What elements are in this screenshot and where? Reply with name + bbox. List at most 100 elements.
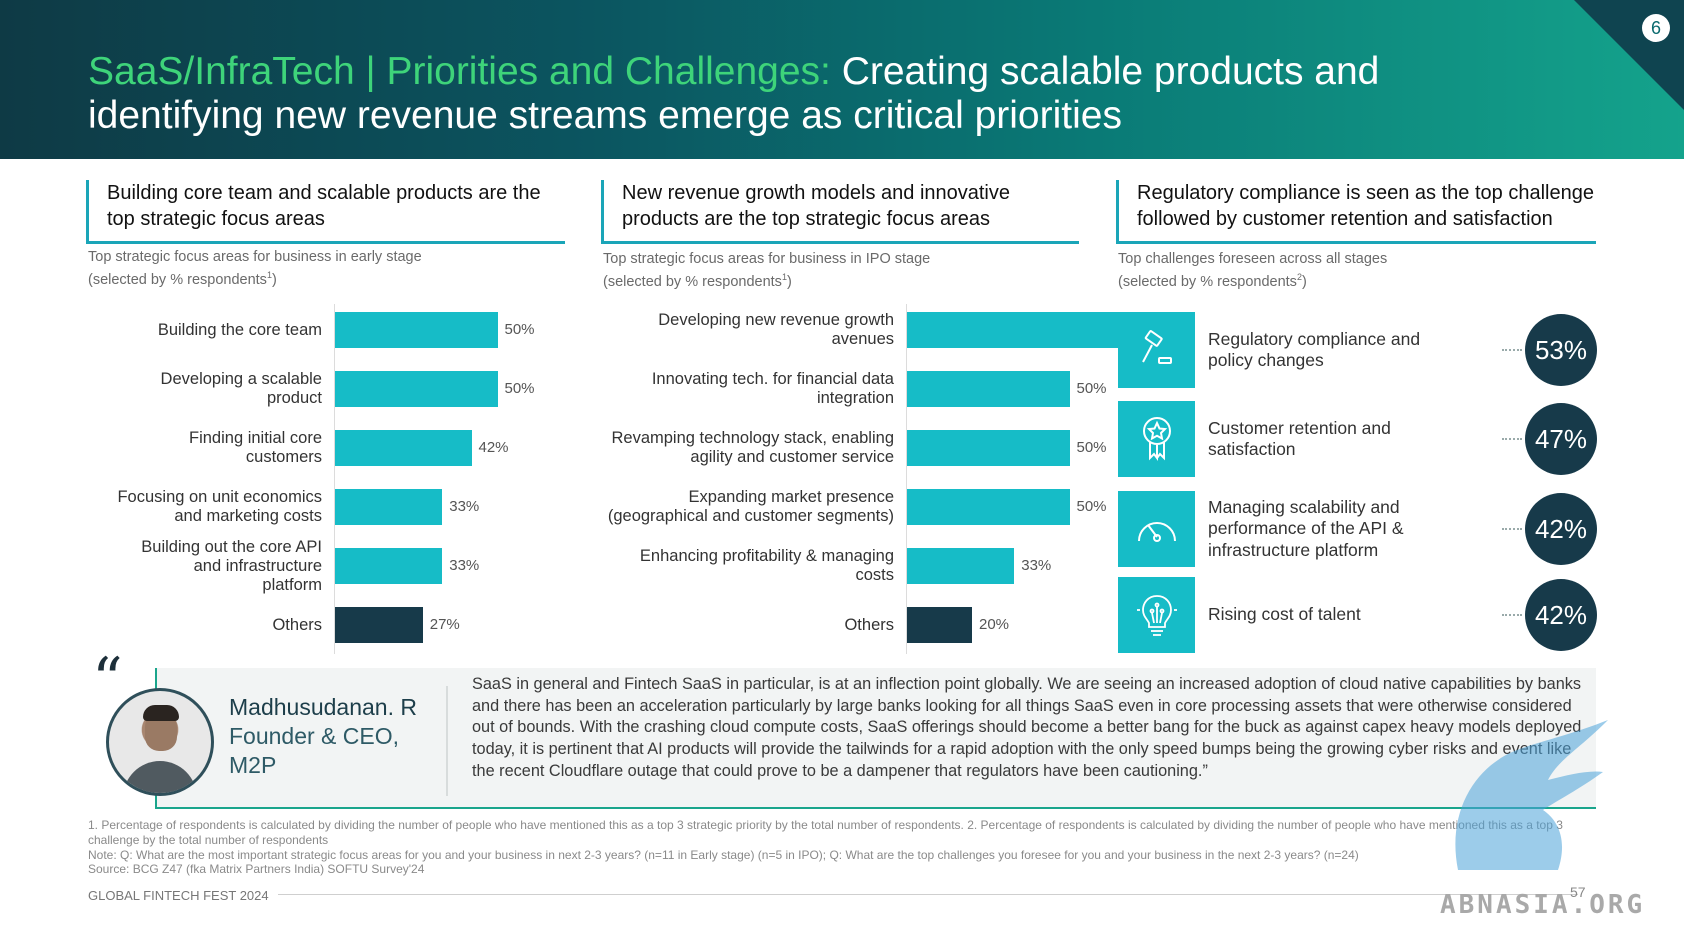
footnote-1: 1. Percentage of respondents is calculat… [88, 818, 1563, 847]
ipo-stage-category-label-line: agility and customer service [690, 448, 894, 466]
challenge-label: Customer retention and satisfaction [1208, 418, 1458, 461]
early-stage-category-label: Building the core team [72, 321, 322, 340]
challenges-heading: Regulatory compliance is seen as the top… [1116, 180, 1596, 244]
slide-title: SaaS/InfraTech | Priorities and Challeng… [88, 50, 1548, 138]
early-stage-bar [335, 548, 443, 584]
early-stage-heading: Building core team and scalable products… [86, 180, 565, 244]
ipo-stage-bar [907, 548, 1015, 584]
early-stage-category-label-line: Finding initial core [189, 429, 322, 447]
footnote-ref: 1 [781, 272, 787, 282]
challenge-leader-dots [1502, 614, 1522, 616]
award-ribbon-icon [1118, 401, 1195, 477]
ipo-stage-category-label-line: Expanding market presence [688, 488, 894, 506]
early-stage-category-label: Others [72, 616, 322, 635]
speaker-name: Madhusudanan. R [229, 694, 417, 720]
challenge-value-circle: 47% [1525, 403, 1597, 475]
ipo-stage-category-label-line: Innovating tech. for financial data [651, 370, 894, 388]
early-stage-bar [335, 430, 472, 466]
ipo-stage-value-label: 50% [1076, 498, 1107, 515]
ipo-stage-category-label: Revamping technology stack, enabling agil… [564, 429, 894, 467]
gavel-icon [1118, 312, 1195, 388]
challenge-leader-dots [1502, 349, 1522, 351]
challenges-subtitle-line1: Top challenges foreseen across all stage… [1118, 251, 1388, 267]
footnote-ref: 1 [266, 270, 272, 280]
early-stage-value-label: 33% [449, 557, 480, 574]
challenge-label: Managing scalability and performance of t… [1208, 497, 1438, 562]
early-stage-category-label-line: Building out the core API [141, 537, 322, 556]
early-stage-category-label-line: Focusing on unit economics [117, 488, 322, 506]
ipo-stage-heading-text: New revenue growth models and innovative… [622, 182, 1010, 230]
lightbulb-icon [1118, 577, 1195, 653]
page-number: 57 [1570, 884, 1586, 900]
footnote-note: Note: Q: What are the most important str… [88, 847, 1359, 862]
ipo-stage-category-label-line: integration [816, 389, 894, 407]
quote-mark: “ [92, 645, 123, 715]
ipo-stage-heading: New revenue growth models and innovative… [601, 180, 1079, 244]
paren-close: ) [786, 273, 792, 290]
early-stage-category-label-line: product [266, 389, 322, 407]
challenges-subtitle-line2: (selected by % respondents2) [1118, 268, 1387, 291]
header-corner [1574, 0, 1684, 110]
early-stage-bar [335, 312, 498, 348]
speaker-role: Founder & CEO, M2P [229, 723, 400, 778]
early-stage-category-label: Focusing on unit economics and marketing … [72, 488, 322, 526]
ipo-stage-subtitle-line2: (selected by % respondents1) [603, 268, 930, 291]
challenge-label-line: performance of the API & [1208, 518, 1404, 539]
footnote-source: Source: BCG Z47 (fka Matrix Partners Ind… [88, 862, 425, 877]
title-rest: Creating scalable products and identifyi… [88, 50, 1380, 137]
ipo-stage-category-label-line: costs [855, 566, 894, 584]
challenges-heading-text: Regulatory compliance is seen as the top… [1137, 182, 1594, 230]
ipo-stage-category-label: Enhancing profitability & managing costs [564, 547, 894, 585]
ipo-stage-bar [907, 371, 1070, 407]
ipo-stage-bar [907, 607, 972, 643]
early-stage-category-label: Developing a scalable product [72, 370, 322, 408]
challenges-subtitle: Top challenges foreseen across all stage… [1118, 250, 1387, 291]
avatar-shoulders [123, 761, 197, 793]
ipo-stage-value-label: 50% [1076, 380, 1107, 397]
challenge-leader-dots [1502, 528, 1522, 530]
challenge-label: Rising cost of talent [1208, 604, 1458, 626]
early-stage-value-label: 42% [478, 439, 509, 456]
ipo-stage-bar [907, 312, 1125, 348]
footnote-ref: 2 [1296, 272, 1302, 282]
challenge-label: Regulatory compliance and policy changes [1208, 329, 1458, 372]
paren-close: ) [271, 271, 277, 288]
quote-text: SaaS in general and Fintech SaaS in part… [472, 675, 1582, 780]
page-badge: 6 [1642, 14, 1670, 42]
challenge-value-circle: 42% [1525, 493, 1597, 565]
ipo-stage-bar [907, 430, 1070, 466]
challenge-label-line: Rising cost of talent [1208, 604, 1361, 625]
early-stage-category-label-line: Building the core team [157, 320, 322, 339]
early-stage-value-label: 27% [429, 616, 460, 633]
early-stage-category-label-line: Developing a scalable [160, 370, 322, 388]
ipo-stage-value-label: 50% [1076, 439, 1107, 456]
early-stage-value-label: 50% [504, 321, 535, 338]
challenge-leader-dots [1502, 438, 1522, 440]
early-stage-category-label-line: customers [245, 448, 322, 466]
challenge-label-line: satisfaction [1208, 439, 1296, 459]
ipo-stage-category-label-line: (geographical and customer segments) [607, 507, 894, 525]
speedometer-icon [1118, 491, 1195, 567]
ipo-stage-subtitle-line1: Top strategic focus areas for business i… [603, 251, 931, 267]
ipo-stage-category-label: Innovating tech. for financial data integ… [564, 370, 894, 408]
quote-box [155, 668, 1596, 809]
ipo-stage-subtitle-text: (selected by % respondents [603, 273, 782, 290]
ipo-stage-value-label: 33% [1021, 557, 1052, 574]
title-accent: SaaS/InfraTech | Priorities and Challeng… [88, 50, 831, 93]
ipo-stage-category-label-line: Others [844, 615, 894, 634]
ipo-stage-category-label: Expanding market presence (geographical a… [564, 488, 894, 526]
footnotes: 1. Percentage of respondents is calculat… [88, 818, 1588, 877]
challenge-label-line: Regulatory compliance and [1208, 328, 1421, 349]
early-stage-subtitle-line1: Top strategic focus areas for business i… [88, 249, 422, 265]
early-stage-category-label-line: Others [272, 615, 322, 634]
ipo-stage-bar [907, 489, 1070, 525]
ipo-stage-subtitle: Top strategic focus areas for business i… [603, 250, 930, 291]
early-stage-bar [335, 607, 423, 643]
avatar-hair [143, 705, 179, 721]
watermark-dragon-icon [1455, 720, 1608, 870]
early-stage-bar [335, 489, 443, 525]
ipo-stage-category-label-line: Enhancing profitability & managing [639, 547, 894, 565]
challenge-label-line: policy changes [1208, 350, 1324, 370]
challenge-value-circle: 42% [1525, 579, 1597, 651]
ipo-stage-category-label-line: Developing new revenue growth [658, 311, 894, 329]
